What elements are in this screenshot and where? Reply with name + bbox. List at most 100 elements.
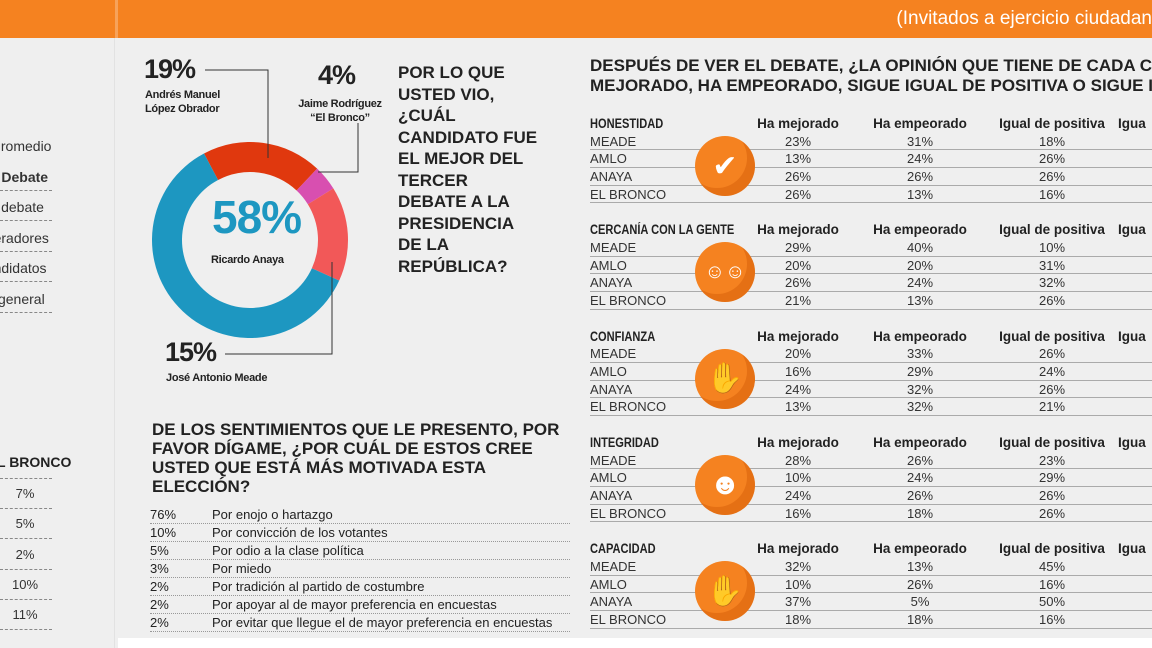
left-item: romedio	[0, 138, 52, 154]
table-cell: 5%	[910, 594, 930, 610]
donut-slice	[307, 188, 348, 281]
candidate-name: AMLO	[590, 151, 627, 167]
motivation-label: Por miedo	[212, 561, 272, 576]
table-cell: 24%	[906, 275, 934, 291]
table-row: ANAYA 26% 24% 32%	[590, 274, 1152, 293]
motivation-label: Por convicción de los votantes	[212, 525, 388, 540]
dashed-divider	[0, 311, 52, 313]
label-bronco-name: Jaime Rodríguez “El Bronco”	[298, 98, 382, 124]
label-anaya-name: Ricardo Anaya	[211, 254, 284, 266]
table-cell: 18%	[906, 611, 934, 627]
section-header-row: HONESTIDAD Ha mejorado Ha empeorado Igual d…	[590, 115, 1152, 133]
table-row: EL BRONCO 18% 18% 16%	[590, 611, 1152, 629]
table-cell: 26%	[1038, 293, 1066, 309]
table-row: MEADE 32% 13% 45%	[590, 558, 1152, 576]
table-row: MEADE 23% 31% 18%	[590, 133, 1152, 151]
leader-line	[225, 262, 333, 355]
table-cell: 16%	[1038, 611, 1066, 627]
motivation-label: Por evitar que llegue el de mayor prefer…	[212, 615, 553, 630]
left-column-header: L BRONCO	[0, 454, 72, 470]
table-cell: 45%	[1038, 558, 1066, 574]
label-amlo-pct: 19%	[144, 54, 196, 84]
motivation-pct: 2%	[150, 597, 169, 612]
candidate-name: MEADE	[590, 452, 637, 468]
table-cell: 20%	[784, 346, 812, 362]
column-header: Ha empeorado	[873, 222, 967, 238]
opinion-section: INTEGRIDAD Ha mejorado Ha empeorado Igual d…	[590, 434, 1152, 523]
column-header: Igua	[1118, 222, 1146, 238]
motivation-row: 10% Por convicción de los votantes	[150, 524, 570, 542]
speech-check-icon: ✔	[695, 136, 755, 196]
candidate-name: EL BRONCO	[590, 611, 667, 627]
dashed-divider	[0, 568, 52, 570]
table-cell: 23%	[784, 133, 812, 149]
motivation-label: Por tradición al partido de costumbre	[212, 579, 425, 594]
candidate-name: MEADE	[590, 239, 637, 255]
motivation-row: 3% Por miedo	[150, 560, 570, 578]
section-title: CONFIANZA	[590, 328, 656, 344]
table-cell: 32%	[906, 399, 934, 415]
table-row: AMLO 10% 24% 29%	[590, 469, 1152, 487]
question-line-1: DESPUÉS DE VER EL DEBATE, ¿LA OPINIÓN QU…	[590, 56, 1152, 75]
table-cell: 18%	[906, 505, 934, 521]
question-best-candidate: POR LO QUE USTED VIO, ¿CUÁL CANDIDATO FU…	[398, 63, 538, 276]
section-title: INTEGRIDAD	[590, 434, 659, 450]
table-cell: 29%	[784, 239, 812, 255]
dashed-divider	[0, 250, 52, 252]
table-cell: 29%	[906, 363, 934, 379]
table-cell: 13%	[906, 558, 934, 574]
left-value: 7%	[15, 486, 35, 501]
right-panel: DESPUÉS DE VER EL DEBATE, ¿LA OPINIÓN QU…	[580, 38, 1152, 638]
candidate-name: AMLO	[590, 363, 627, 379]
section-header-row: CONFIANZA Ha mejorado Ha empeorado Igual de…	[590, 328, 1152, 346]
label-anaya-pct: 58%	[212, 191, 302, 243]
candidate-name: ANAYA	[590, 487, 633, 503]
table-cell: 50%	[1038, 594, 1066, 610]
table-row: AMLO 13% 24% 26%	[590, 150, 1152, 169]
table-cell: 29%	[1038, 470, 1066, 486]
column-header: Igua	[1118, 434, 1146, 450]
table-cell: 18%	[784, 611, 812, 627]
table-row: MEADE 20% 33% 26%	[590, 345, 1152, 363]
table-cell: 16%	[1038, 576, 1066, 592]
opinion-section: HONESTIDAD Ha mejorado Ha empeorado Igual d…	[590, 115, 1152, 204]
face-star-icon: ☻	[695, 454, 755, 515]
left-value: 10%	[11, 576, 39, 592]
table-cell: 13%	[906, 186, 934, 202]
table-cell: 26%	[1038, 487, 1066, 503]
section-header-row: CAPACIDAD Ha mejorado Ha empeorado Igual de…	[590, 540, 1152, 558]
table-cell: 28%	[784, 452, 812, 468]
table-cell: 16%	[1038, 186, 1066, 202]
question-line-2: MEJORADO, HA EMPEORADO, SIGUE IGUAL DE P…	[590, 76, 1152, 95]
table-cell: 13%	[784, 399, 812, 415]
people-icon: ☺☺	[695, 242, 755, 303]
motivation-row: 5% Por odio a la clase política	[150, 542, 570, 560]
left-item: ndidatos	[0, 260, 47, 276]
column-header: Igua	[1118, 116, 1146, 131]
motivation-list: 76% Por enojo o hartazgo 10% Por convicción…	[150, 506, 570, 632]
leader-line	[205, 69, 269, 158]
motivation-pct: 2%	[150, 579, 169, 594]
bottom-strip	[118, 638, 1152, 648]
left-item: el debate	[0, 199, 44, 215]
dashed-divider	[0, 598, 52, 600]
table-cell: 26%	[1038, 151, 1066, 167]
table-cell: 21%	[1038, 399, 1066, 415]
hand-map-icon: ✋	[695, 561, 755, 622]
motivation-label: Por apoyar al de mayor preferencia en en…	[212, 597, 497, 612]
label-bronco-pct: 4%	[318, 60, 356, 90]
dashed-divider	[0, 478, 52, 479]
column-header: Igua	[1118, 541, 1146, 557]
table-cell: 13%	[906, 293, 934, 309]
leader-line	[318, 123, 359, 173]
column-header: Ha empeorado	[873, 541, 967, 557]
motivation-label: Por enojo o hartazgo	[212, 507, 333, 522]
dashed-divider	[0, 189, 52, 191]
table-cell: 24%	[1038, 363, 1066, 379]
left-value: 5%	[15, 516, 35, 532]
table-cell: 24%	[784, 487, 812, 503]
candidate-name: EL BRONCO	[590, 399, 667, 415]
table-row: AMLO 20% 20% 31%	[590, 257, 1152, 275]
motivation-pct: 2%	[150, 615, 169, 630]
